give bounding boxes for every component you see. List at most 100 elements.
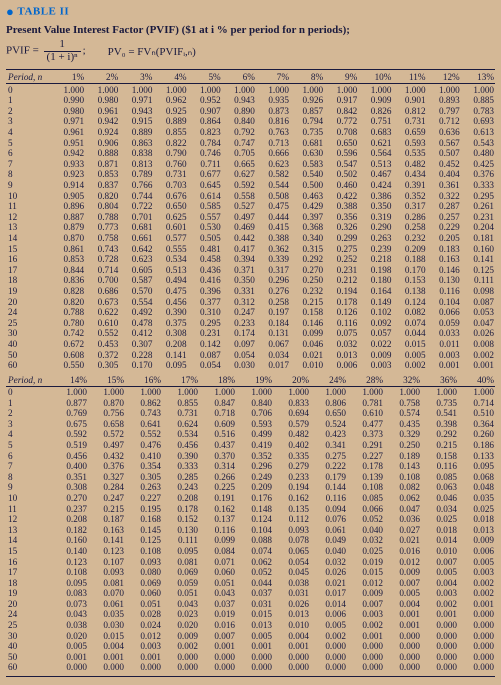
value-cell: 0.482 xyxy=(273,429,310,440)
value-cell: 0.743 xyxy=(85,243,119,254)
value-cell: 0.075 xyxy=(324,328,358,339)
value-cell: 0.054 xyxy=(188,360,222,371)
value-cell: 0.016 xyxy=(199,620,236,631)
value-cell: 1.000 xyxy=(51,84,85,95)
value-cell: 0.002 xyxy=(347,620,384,631)
rate-header: 12% xyxy=(427,72,461,84)
value-cell: 0.059 xyxy=(427,317,461,328)
value-cell: 0.276 xyxy=(256,286,290,297)
value-cell: 0.194 xyxy=(324,286,358,297)
period-cell: 12 xyxy=(6,514,51,525)
value-cell: 0.481 xyxy=(188,243,222,254)
value-cell: 0.215 xyxy=(421,440,458,451)
value-cell: 0.676 xyxy=(153,190,187,201)
value-cell: 0.073 xyxy=(51,599,88,610)
table-row: 200.8200.6730.5540.4560.3770.3120.2580.2… xyxy=(6,296,495,307)
value-cell: 0.840 xyxy=(236,397,273,408)
value-cell: 0.126 xyxy=(324,307,358,318)
period-cell: 15 xyxy=(6,546,51,557)
value-cell: 0.000 xyxy=(384,630,421,641)
table-row: 130.8790.7730.6810.6010.5300.4690.4150.3… xyxy=(6,222,495,233)
period-header: Period, n xyxy=(6,374,51,386)
value-cell: 0.279 xyxy=(273,461,310,472)
value-cell: 0.179 xyxy=(310,471,347,482)
value-cell: 0.307 xyxy=(119,339,153,350)
value-cell: 0.000 xyxy=(310,641,347,652)
value-cell: 0.417 xyxy=(222,243,256,254)
value-cell: 0.032 xyxy=(310,556,347,567)
value-cell: 0.182 xyxy=(51,524,88,535)
value-cell: 0.500 xyxy=(290,180,324,191)
value-cell: 0.534 xyxy=(162,429,199,440)
value-cell: 0.181 xyxy=(461,233,495,244)
value-cell: 0.030 xyxy=(222,360,256,371)
value-cell: 0.842 xyxy=(324,106,358,117)
value-cell: 0.577 xyxy=(153,233,187,244)
value-cell: 0.673 xyxy=(85,296,119,307)
value-cell: 0.024 xyxy=(125,620,162,631)
table-row: 180.0950.0810.0690.0590.0510.0440.0380.0… xyxy=(6,577,495,588)
table-row: 50.5190.4970.4760.4560.4370.4190.4020.34… xyxy=(6,440,495,451)
value-cell: 0.396 xyxy=(188,286,222,297)
table-row: 240.0430.0350.0280.0230.0190.0150.0130.0… xyxy=(6,609,495,620)
rate-header: 11% xyxy=(392,72,426,84)
value-cell: 0.076 xyxy=(310,514,347,525)
value-cell: 1.000 xyxy=(256,84,290,95)
value-cell: 0.530 xyxy=(188,222,222,233)
value-cell: 0.416 xyxy=(188,275,222,286)
value-cell: 0.270 xyxy=(290,264,324,275)
value-cell: 0.350 xyxy=(358,201,392,212)
value-cell: 0.035 xyxy=(458,493,495,504)
value-cell: 0.012 xyxy=(125,630,162,641)
value-cell: 0.364 xyxy=(458,419,495,430)
value-cell: 0.178 xyxy=(162,503,199,514)
value-cell: 0.497 xyxy=(88,440,125,451)
table-row: 200.0730.0610.0510.0430.0370.0310.0260.0… xyxy=(6,599,495,610)
period-cell: 20 xyxy=(6,599,51,610)
value-cell: 0.000 xyxy=(421,662,458,673)
value-cell: 0.025 xyxy=(347,546,384,557)
value-cell: 0.043 xyxy=(51,609,88,620)
value-cell: 0.046 xyxy=(421,493,458,504)
value-cell: 0.014 xyxy=(421,535,458,546)
period-cell: 0 xyxy=(6,84,51,95)
table-row: 140.8700.7580.6610.5770.5050.4420.3880.3… xyxy=(6,233,495,244)
value-cell: 0.773 xyxy=(85,222,119,233)
value-cell: 0.218 xyxy=(358,254,392,265)
value-cell: 0.000 xyxy=(236,662,273,673)
value-cell: 0.007 xyxy=(384,577,421,588)
rate-header: 3% xyxy=(119,72,153,84)
value-cell: 0.051 xyxy=(125,599,162,610)
value-cell: 0.299 xyxy=(324,233,358,244)
value-cell: 1.000 xyxy=(461,84,495,95)
value-cell: 0.789 xyxy=(119,169,153,180)
value-cell: 0.040 xyxy=(310,546,347,557)
value-cell: 0.410 xyxy=(125,450,162,461)
value-cell: 0.016 xyxy=(384,546,421,557)
value-cell: 0.853 xyxy=(85,169,119,180)
period-header: Period, n xyxy=(6,72,51,84)
period-cell: 8 xyxy=(6,471,51,482)
value-cell: 0.806 xyxy=(310,397,347,408)
value-cell: 0.305 xyxy=(125,471,162,482)
value-cell: 0.104 xyxy=(427,296,461,307)
period-cell: 4 xyxy=(6,429,51,440)
value-cell: 0.258 xyxy=(256,296,290,307)
period-cell: 6 xyxy=(6,450,51,461)
value-cell: 0.123 xyxy=(88,546,125,557)
value-cell: 0.718 xyxy=(199,408,236,419)
value-cell: 0.308 xyxy=(51,482,88,493)
value-cell: 0.108 xyxy=(125,546,162,557)
value-cell: 0.862 xyxy=(125,397,162,408)
value-cell: 0.231 xyxy=(461,212,495,223)
value-cell: 0.084 xyxy=(199,546,236,557)
value-cell: 0.352 xyxy=(236,450,273,461)
value-cell: 0.706 xyxy=(236,408,273,419)
value-cell: 0.239 xyxy=(358,243,392,254)
value-cell: 0.045 xyxy=(273,567,310,578)
value-cell: 0.180 xyxy=(358,275,392,286)
value-cell: 0.942 xyxy=(85,116,119,127)
table-row: 500.6080.3720.2280.1410.0870.0540.0340.0… xyxy=(6,349,495,360)
value-cell: 0.215 xyxy=(88,503,125,514)
value-cell: 0.275 xyxy=(324,243,358,254)
